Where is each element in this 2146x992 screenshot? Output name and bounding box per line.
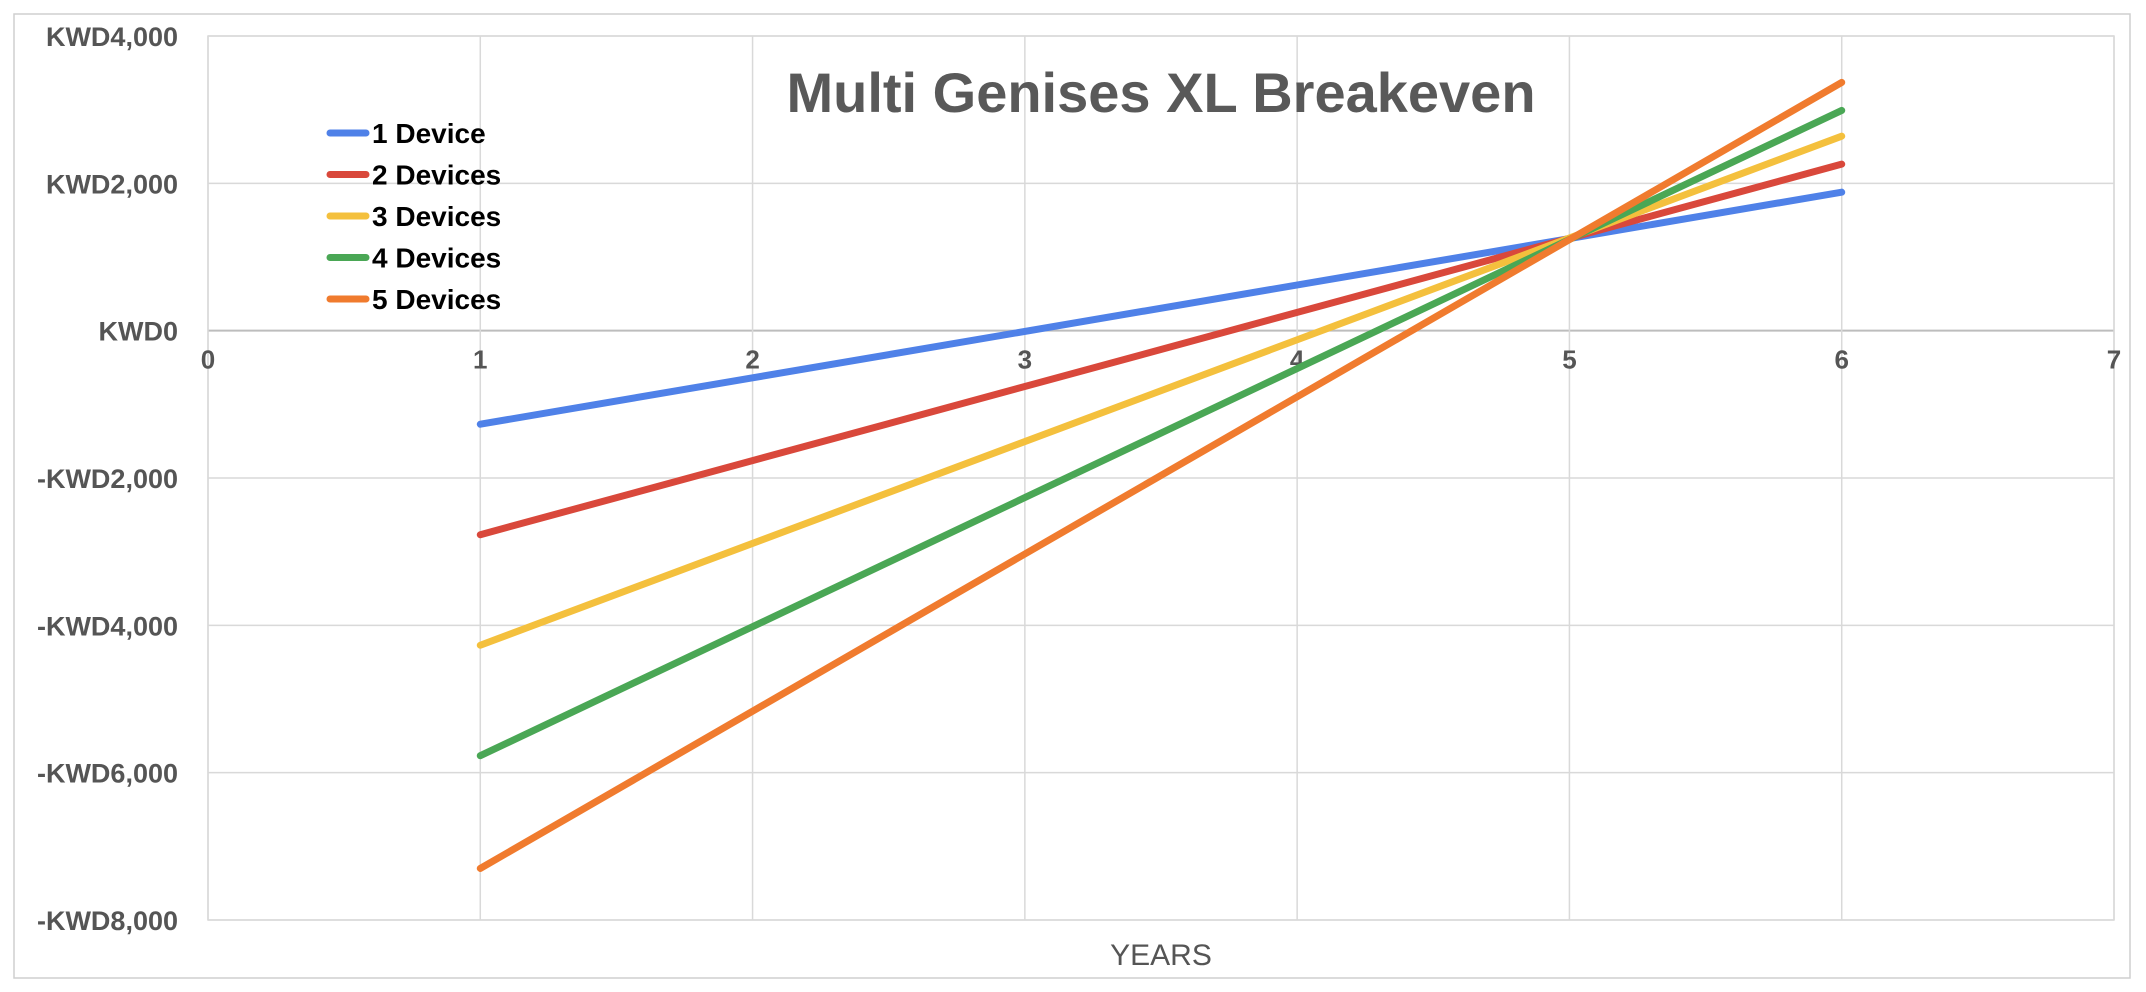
x-tick-label: 1 [473, 345, 487, 375]
legend-entry: 4 Devices [372, 243, 501, 274]
x-tick-label: 7 [2107, 345, 2121, 375]
x-tick-label: 6 [1834, 345, 1848, 375]
series-line-1 [476, 188, 1846, 428]
y-tick-label: KWD0 [99, 317, 179, 347]
legend-entry: 2 Devices [372, 160, 501, 191]
x-tick-label: 5 [1562, 345, 1576, 375]
series-lines [476, 78, 1846, 872]
y-tick-label: KWD2,000 [46, 169, 178, 199]
legend-entry: 1 Device [372, 118, 486, 149]
series-line-5 [476, 78, 1846, 872]
series-line-4 [476, 106, 1846, 760]
series-line-2 [476, 160, 1846, 539]
chart-title: Multi Genises XL Breakeven [786, 61, 1535, 124]
x-axis-label: YEARS [1110, 939, 1212, 972]
y-tick-label: -KWD8,000 [37, 906, 178, 936]
y-tick-label: -KWD2,000 [37, 464, 178, 494]
legend-entry: 3 Devices [372, 201, 501, 232]
x-tick-label: 3 [1018, 345, 1032, 375]
axes: KWD4,000 KWD2,000 KWD0 -KWD2,000 -KWD4,000 -K… [37, 22, 2121, 936]
chart-frame [13, 13, 2131, 979]
legend-entry: 5 Devices [372, 284, 501, 315]
y-tick-label: -KWD6,000 [37, 759, 178, 789]
x-tick-label: 2 [745, 345, 759, 375]
legend: 1 Device 2 Devices 3 Devices 4 Devices 5 Dev… [326, 118, 501, 315]
y-tick-label: -KWD4,000 [37, 611, 178, 641]
y-tick-label: KWD4,000 [46, 22, 178, 52]
x-tick-label: 0 [201, 345, 215, 375]
